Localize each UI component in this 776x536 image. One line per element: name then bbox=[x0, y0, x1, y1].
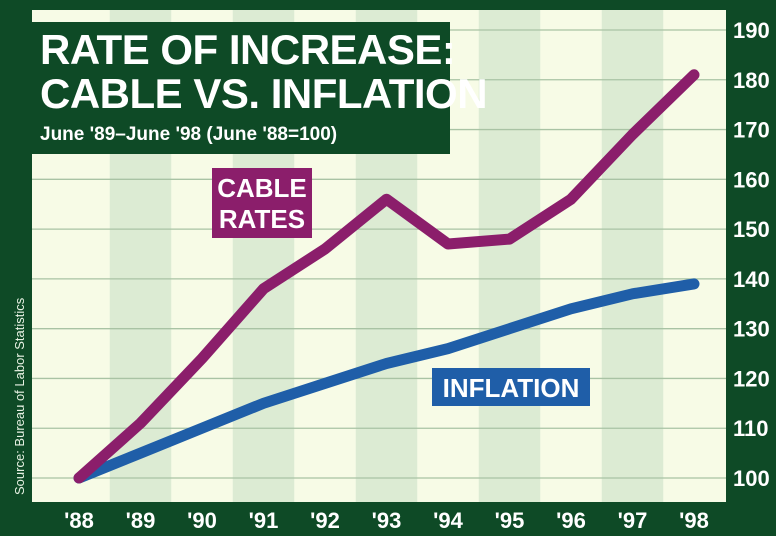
y-tick-label: 100 bbox=[733, 466, 770, 491]
y-tick-label: 170 bbox=[733, 118, 770, 143]
series-lines bbox=[73, 69, 700, 484]
plot-band bbox=[478, 10, 541, 502]
source-label: Source: Bureau of Labor Statistics bbox=[12, 297, 27, 495]
x-axis-ticks: '88 '89 '90 '91 '92 '93 '94 '95 '96 '97 '98 bbox=[64, 508, 709, 533]
x-tick-label: '94 bbox=[433, 508, 463, 533]
inflation-line bbox=[73, 278, 700, 484]
y-tick-label: 190 bbox=[733, 18, 770, 43]
y-tick-label: 140 bbox=[733, 267, 770, 292]
x-tick-label: '92 bbox=[310, 508, 340, 533]
chart-title-line-1: RATE OF INCREASE: bbox=[40, 26, 455, 73]
inflation-label-box bbox=[432, 368, 590, 406]
y-tick-label: 130 bbox=[733, 317, 770, 342]
chart-title-line-2: CABLE VS. INFLATION bbox=[40, 70, 487, 117]
inflation-series-label: INFLATION bbox=[443, 373, 580, 403]
x-tick-label: '91 bbox=[249, 508, 279, 533]
x-tick-label: '89 bbox=[126, 508, 156, 533]
x-tick-label: '95 bbox=[495, 508, 525, 533]
y-tick-label: 150 bbox=[733, 217, 770, 242]
x-tick-label: '90 bbox=[187, 508, 217, 533]
x-tick-label: '88 bbox=[64, 508, 94, 533]
y-axis-ticks: 100 110 120 130 140 150 160 170 180 190 bbox=[733, 18, 770, 491]
cable-label-box bbox=[212, 168, 312, 238]
y-tick-label: 160 bbox=[733, 167, 770, 192]
y-tick-label: 120 bbox=[733, 366, 770, 391]
title-box bbox=[28, 22, 450, 154]
x-tick-label: '96 bbox=[556, 508, 586, 533]
y-tick-label: 110 bbox=[733, 416, 769, 441]
chart-subtitle: June '89–June '98 (June '88=100) bbox=[40, 124, 337, 145]
x-tick-label: '93 bbox=[372, 508, 402, 533]
plot-band bbox=[601, 10, 664, 502]
cable-series-label-line-1: CABLE bbox=[217, 173, 307, 203]
y-tick-label: 180 bbox=[733, 68, 770, 93]
cable-series-label-line-2: RATES bbox=[219, 204, 305, 234]
cable-rates-line bbox=[73, 69, 700, 484]
x-tick-label: '98 bbox=[679, 508, 709, 533]
x-tick-label: '97 bbox=[618, 508, 648, 533]
